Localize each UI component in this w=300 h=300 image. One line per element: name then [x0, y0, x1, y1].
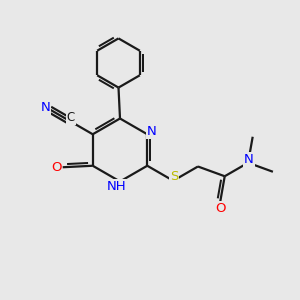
Text: S: S	[170, 170, 178, 183]
Text: N: N	[244, 153, 254, 166]
Text: N: N	[40, 101, 50, 114]
Text: O: O	[51, 161, 62, 174]
Text: N: N	[147, 125, 157, 138]
Text: NH: NH	[107, 180, 127, 194]
Text: O: O	[215, 202, 225, 215]
Text: C: C	[67, 111, 75, 124]
